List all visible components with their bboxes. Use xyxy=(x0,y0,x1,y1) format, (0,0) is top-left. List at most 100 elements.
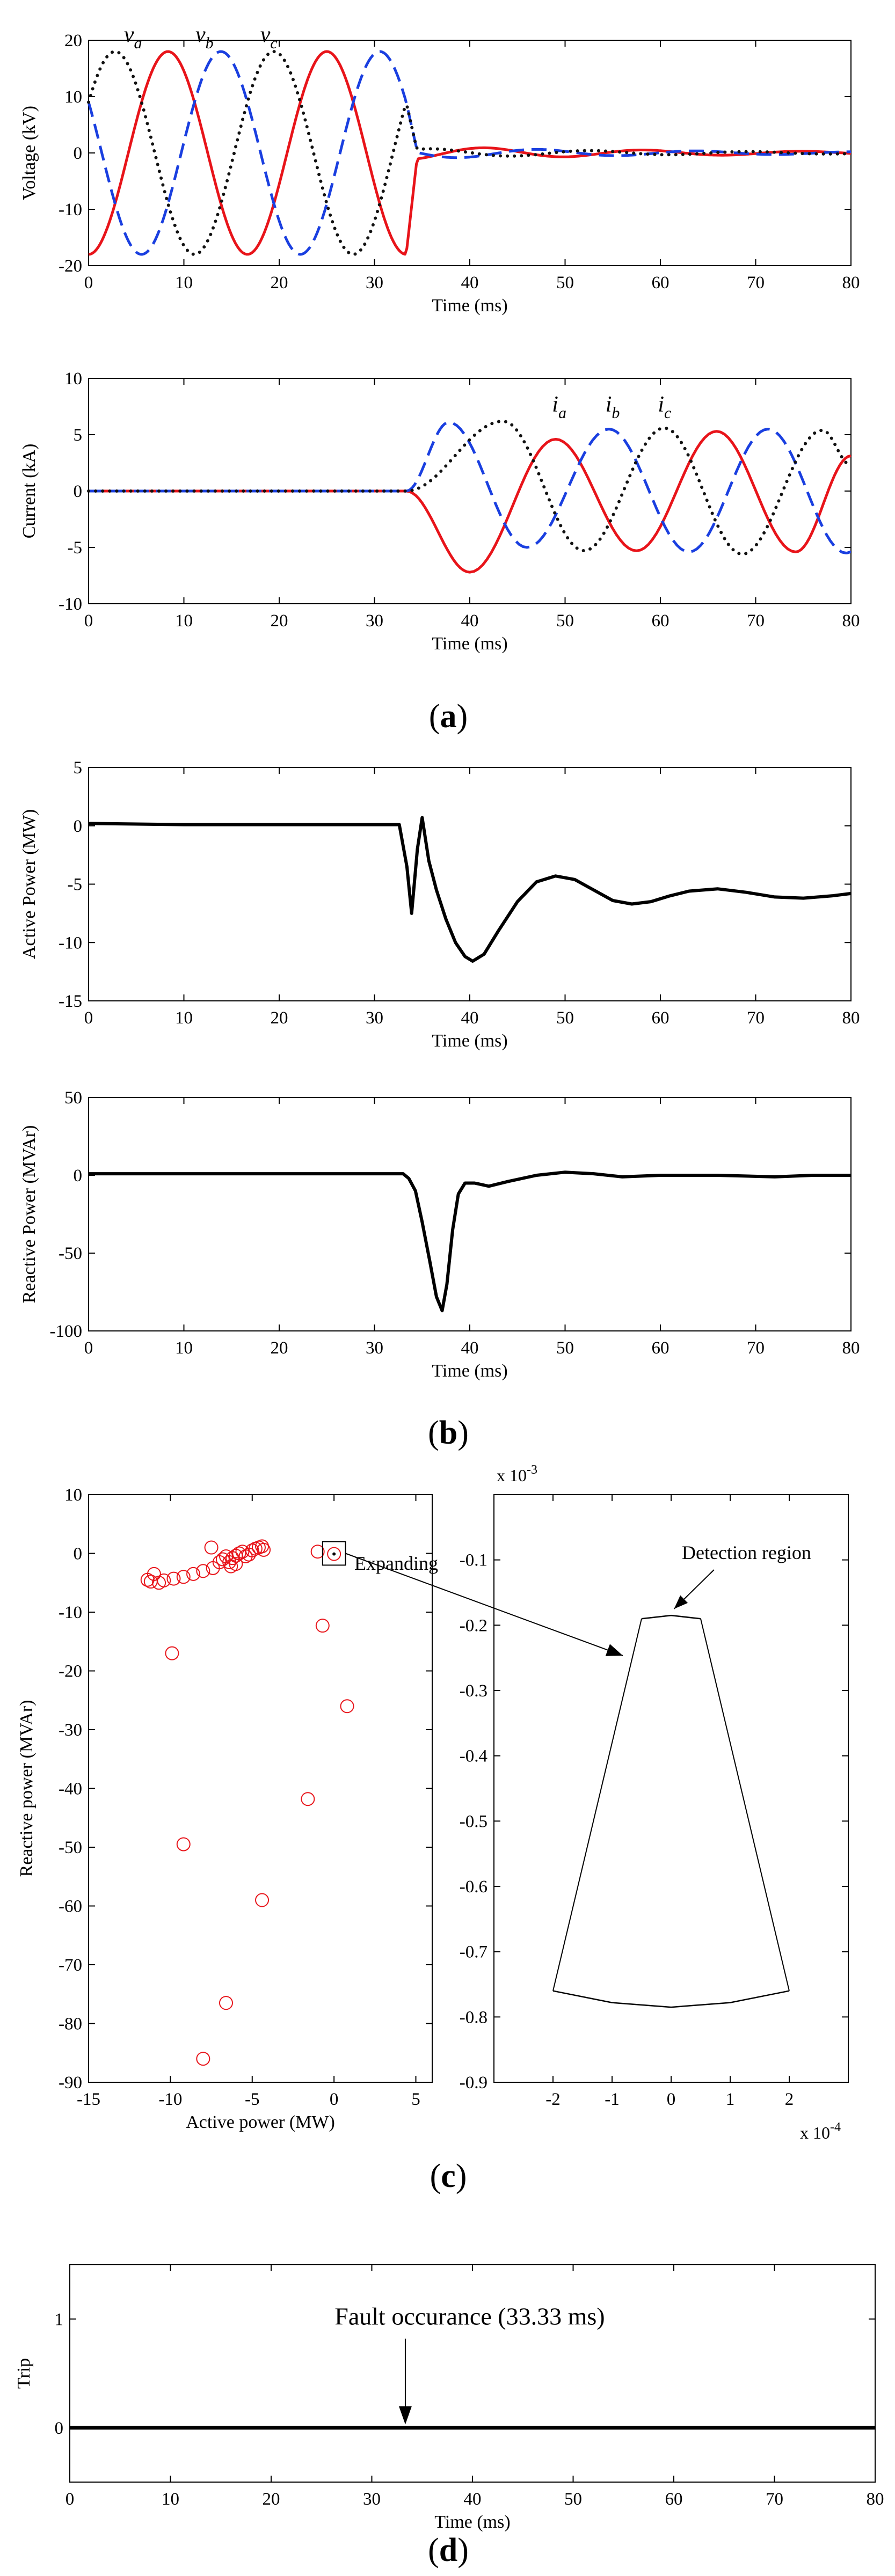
voltage-x-tick-label: 0 xyxy=(84,273,93,292)
pq-scatter-point xyxy=(257,1542,271,1557)
panel-label-c: (c) xyxy=(430,2158,467,2194)
pq_scatter-y-tick-label: -20 xyxy=(59,1662,82,1681)
reactive_power-x-tick-label: 80 xyxy=(842,1338,860,1358)
current-y-tick-label: -5 xyxy=(68,538,83,558)
pq-scatter-point xyxy=(327,1547,341,1561)
pq_scatter-x-tick-label: 0 xyxy=(330,2090,339,2109)
detection-region-left-edge xyxy=(552,1618,642,1991)
voltage-y-tick-label: 0 xyxy=(74,144,83,163)
active_power-series-P xyxy=(88,816,852,963)
pq_scatter-x-tick-label: 5 xyxy=(411,2090,420,2109)
trip-x-tick-label: 0 xyxy=(66,2490,75,2509)
current-label-ic: ic xyxy=(658,392,671,422)
voltage-series-vb xyxy=(87,50,852,256)
detection-arrow-head xyxy=(674,1595,688,1609)
detection_zoom-y-tick-label: -0.8 xyxy=(460,2008,487,2027)
reactive_power-x-tick-label: 10 xyxy=(175,1338,193,1358)
pq_scatter-y-tick-label: 0 xyxy=(74,1545,83,1564)
detection_zoom-plot-frame xyxy=(493,1494,849,2083)
active_power-x-tick-label: 70 xyxy=(747,1008,765,1028)
panel-label-b: (b) xyxy=(428,1415,469,1451)
pq_scatter-x-tick-label: -15 xyxy=(77,2090,100,2109)
trip-x-tick-label: 80 xyxy=(867,2490,884,2509)
expanding-arrow-line xyxy=(345,1553,623,1656)
reactive_power-x-tick-label: 50 xyxy=(556,1338,574,1358)
pq_scatter-chart: -15 -10 -5 0 5-90-80-70-60-50-40-30-20-10010… xyxy=(17,1485,623,2132)
reactive_power-plot-frame xyxy=(88,1097,852,1331)
pq-scatter-point xyxy=(176,1837,191,1851)
voltage-x-tick-label: 30 xyxy=(366,273,383,292)
current-y-tick-label: 0 xyxy=(74,482,83,501)
reactive_power-y-tick-label: -100 xyxy=(50,1322,83,1341)
trip-plot-frame xyxy=(69,2264,876,2483)
pq-origin-dot xyxy=(332,1552,336,1556)
current-series-ib xyxy=(89,421,853,554)
pq_scatter-y-tick-label: -30 xyxy=(59,1721,82,1740)
voltage-x-tick-label: 80 xyxy=(842,273,860,292)
current-x-tick-label: 50 xyxy=(556,611,574,631)
reactive_power-y-axis-label: Reactive Power (MVAr) xyxy=(19,1125,39,1304)
active_power-x-tick-label: 50 xyxy=(556,1008,574,1028)
current-x-tick-label: 70 xyxy=(747,611,765,631)
voltage-label-va: va xyxy=(124,23,142,52)
pq_scatter-plot-frame xyxy=(88,1494,433,2083)
detection_zoom-chart: -2 -1 0 1 2 -0.9 -0.8 -0.7 -0.6 -0.5 -0.4 -0.3 -0.2 -… xyxy=(460,1463,849,2142)
current-label-ib: ib xyxy=(606,392,620,422)
panel-label-a: (a) xyxy=(429,698,468,735)
active_power-y-tick-label: 0 xyxy=(74,817,83,836)
detection_zoom-y-tick-label: -0.3 xyxy=(460,1681,487,1701)
pq-scatter-point xyxy=(255,1893,270,1907)
active_power-x-tick-label: 10 xyxy=(175,1008,193,1028)
active_power-y-tick-label: -10 xyxy=(59,933,82,953)
voltage-chart: 0 10 20 30 40 50 60 70 80 -20 -10 0 10 20 Time (ms) Vol… xyxy=(19,23,860,316)
detection-region-bottom-arc xyxy=(552,1990,790,2008)
pq_scatter-x-axis-label: Active power (MW) xyxy=(186,2112,335,2132)
voltage-series-vc xyxy=(87,50,853,256)
voltage-x-axis-label: Time (ms) xyxy=(432,296,507,316)
active_power-y-tick-label: -15 xyxy=(59,992,82,1011)
pq-scatter-point xyxy=(186,1567,201,1581)
detection_zoom-x-tick-label: 0 xyxy=(667,2090,676,2109)
trip-y-axis-label: Trip xyxy=(14,2358,34,2389)
voltage-series-va xyxy=(88,50,852,256)
current-series-ic xyxy=(87,419,853,556)
current-label-ia: ia xyxy=(552,392,566,422)
pq-scatter-point xyxy=(301,1792,315,1806)
detection_zoom-x-tick-label: -2 xyxy=(545,2090,561,2109)
active_power-x-tick-label: 60 xyxy=(652,1008,670,1028)
current-y-axis-label: Current (kA) xyxy=(19,444,39,539)
reactive_power-x-tick-label: 30 xyxy=(366,1338,383,1358)
pq-expanding-label: Expanding xyxy=(354,1553,438,1574)
voltage-y-tick-label: -10 xyxy=(59,200,82,219)
voltage-label-vc: vc xyxy=(260,23,278,52)
trip-y-tick-label: 0 xyxy=(55,2419,64,2438)
voltage-y-tick-label: -20 xyxy=(59,257,82,276)
pq_scatter-y-tick-label: -50 xyxy=(59,1838,82,1857)
panel-label-d: (d) xyxy=(428,2532,469,2568)
pq_scatter-x-tick-label: -5 xyxy=(245,2090,260,2109)
pq_scatter-y-tick-label: -10 xyxy=(59,1603,82,1622)
trip-x-tick-label: 30 xyxy=(363,2490,381,2509)
detection-region-label: Detection region xyxy=(682,1542,811,1563)
pq-scatter-point xyxy=(310,1545,325,1559)
voltage-x-tick-label: 50 xyxy=(556,273,574,292)
current-x-tick-label: 0 xyxy=(84,611,93,631)
current-chart: 0 10 20 30 40 50 60 70 80 -10 -5 0 5 10 Time (ms) Curre… xyxy=(19,369,860,654)
reactive_power-x-tick-label: 60 xyxy=(652,1338,670,1358)
pq-scatter-point xyxy=(315,1619,330,1633)
reactive_power-x-axis-label: Time (ms) xyxy=(432,1361,507,1381)
pq-scatter-point xyxy=(340,1699,354,1714)
pq_scatter-y-tick-label: -40 xyxy=(59,1780,82,1799)
pq-scatter-point xyxy=(157,1573,171,1587)
trip-x-tick-label: 50 xyxy=(564,2490,582,2509)
pq-scatter-point xyxy=(232,1546,246,1561)
current-x-axis-label: Time (ms) xyxy=(432,634,507,654)
active_power-x-tick-label: 0 xyxy=(84,1008,93,1028)
voltage-x-tick-label: 40 xyxy=(461,273,479,292)
voltage-y-axis-label: Voltage (kV) xyxy=(19,106,39,200)
pq_scatter-y-tick-label: -70 xyxy=(59,1956,82,1975)
reactive_power-y-tick-label: 50 xyxy=(64,1088,82,1108)
current-x-tick-label: 10 xyxy=(175,611,193,631)
pq_scatter-y-tick-label: 10 xyxy=(64,1485,82,1505)
